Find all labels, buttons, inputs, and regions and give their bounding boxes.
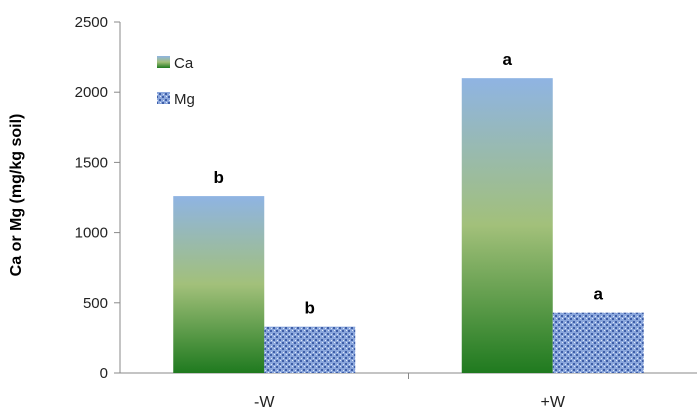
legend-label-mg: Mg bbox=[174, 91, 195, 108]
legend-swatch-ca bbox=[157, 56, 170, 68]
legend-swatch-mg bbox=[157, 92, 170, 104]
bar-significance-label: b bbox=[214, 168, 224, 187]
x-ticks: -W +W bbox=[254, 373, 566, 411]
bar-ca bbox=[173, 196, 265, 373]
x-tick-label: +W bbox=[541, 394, 566, 411]
bar-ca bbox=[461, 78, 553, 373]
y-tick-label: 2000 bbox=[75, 84, 108, 101]
y-tick-label: 1000 bbox=[75, 225, 108, 242]
bar-mg bbox=[264, 326, 356, 373]
y-tick-label: 0 bbox=[100, 365, 108, 382]
y-tick-label: 1500 bbox=[75, 154, 108, 171]
data-labels: b b a a bbox=[214, 50, 604, 318]
legend-label-ca: Ca bbox=[174, 55, 194, 72]
x-tick-label: -W bbox=[254, 394, 275, 411]
y-tick-label: 500 bbox=[83, 295, 108, 312]
bars bbox=[173, 78, 644, 373]
y-tick-label: 2500 bbox=[75, 14, 108, 31]
legend: Ca Mg bbox=[157, 55, 195, 108]
bar-mg bbox=[552, 312, 644, 373]
bar-significance-label: a bbox=[503, 50, 513, 69]
y-ticks: 0 500 1000 1500 2000 2500 bbox=[75, 14, 120, 382]
y-axis-label: Ca or Mg (mg/kg soil) bbox=[8, 114, 25, 277]
bar-significance-label: a bbox=[594, 285, 604, 304]
bar-significance-label: b bbox=[305, 299, 315, 318]
